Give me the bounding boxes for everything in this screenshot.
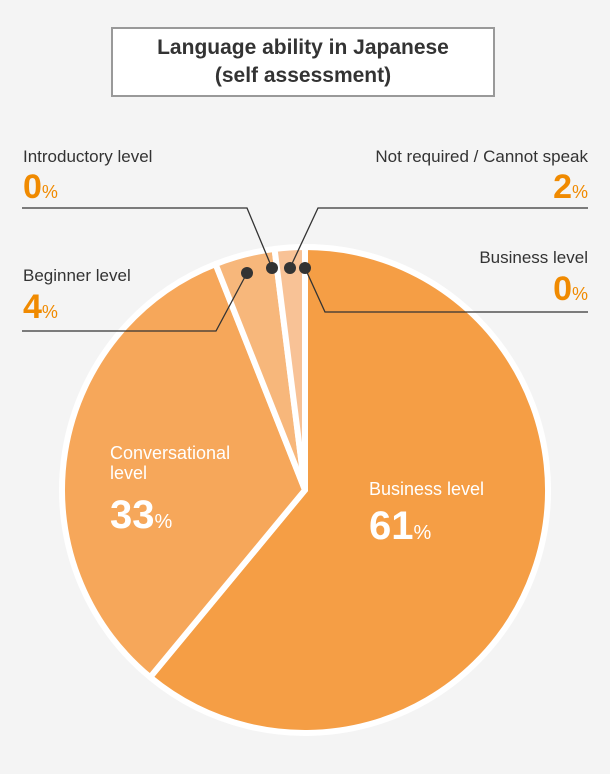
chart-title-box: Language ability in Japanese (self asses… bbox=[111, 27, 495, 97]
marker-introductory bbox=[266, 262, 278, 274]
leader-line-introductory bbox=[22, 207, 273, 269]
value-beginner: 4% bbox=[23, 288, 58, 327]
value-business-zero: 0% bbox=[553, 270, 588, 309]
leader-line-business-zero bbox=[304, 267, 588, 313]
slice-conversational bbox=[59, 261, 308, 681]
value-business-number: 61 bbox=[369, 504, 414, 548]
label-business: Business level bbox=[369, 479, 485, 499]
value-introductory-number: 0 bbox=[23, 168, 42, 206]
value-business-zero-unit: % bbox=[571, 284, 588, 304]
value-beginner-number: 4 bbox=[23, 288, 42, 326]
label-conversational: Conversational level bbox=[110, 443, 231, 483]
label-business-zero: Business level bbox=[479, 248, 588, 267]
value-conversational-unit: % bbox=[154, 511, 173, 533]
chart-title-line-1: Language ability in Japanese bbox=[157, 36, 449, 59]
value-not-required: 2% bbox=[553, 168, 588, 207]
label-beginner: Beginner level bbox=[23, 266, 131, 285]
leader-lines bbox=[22, 207, 588, 332]
value-business: 61% bbox=[369, 504, 431, 549]
pie-slices bbox=[59, 244, 551, 736]
value-conversational: 33% bbox=[110, 493, 172, 538]
value-business-zero-number: 0 bbox=[553, 270, 572, 308]
label-not-required: Not required / Cannot speak bbox=[375, 147, 588, 166]
value-conversational-number: 33 bbox=[110, 493, 155, 537]
marker-business-zero bbox=[299, 262, 311, 274]
label-introductory: Introductory level bbox=[23, 147, 153, 166]
chart-title-line-2: (self assessment) bbox=[214, 64, 392, 87]
marker-beginner bbox=[241, 267, 253, 279]
value-introductory-unit: % bbox=[41, 182, 58, 202]
leader-line-beginner bbox=[22, 272, 248, 332]
value-not-required-number: 2 bbox=[553, 168, 572, 206]
value-beginner-unit: % bbox=[41, 302, 58, 322]
value-business-unit: % bbox=[413, 522, 432, 544]
value-introductory: 0% bbox=[23, 168, 58, 207]
value-not-required-unit: % bbox=[571, 182, 588, 202]
slice-business bbox=[147, 244, 551, 736]
slice-not-required bbox=[271, 244, 308, 493]
leader-line-not-required bbox=[289, 207, 588, 269]
marker-not-required bbox=[284, 262, 296, 274]
